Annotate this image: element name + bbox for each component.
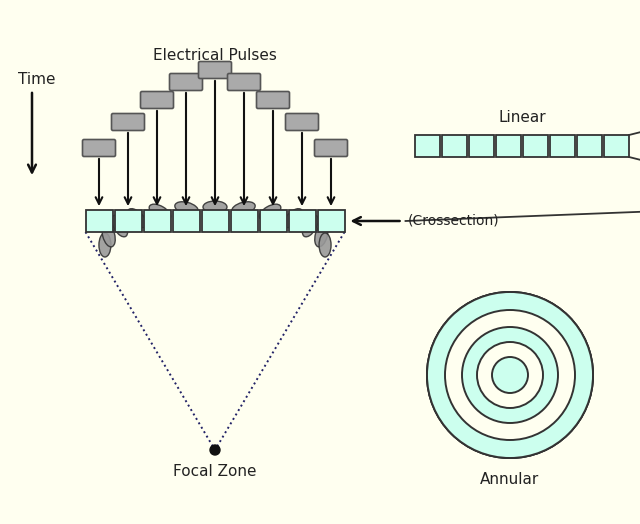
FancyBboxPatch shape	[173, 210, 200, 232]
Ellipse shape	[259, 204, 281, 220]
Text: Annular: Annular	[481, 472, 540, 487]
FancyBboxPatch shape	[198, 61, 232, 79]
FancyBboxPatch shape	[111, 114, 145, 130]
Ellipse shape	[284, 209, 302, 227]
Ellipse shape	[315, 223, 328, 247]
Ellipse shape	[175, 202, 198, 215]
FancyBboxPatch shape	[227, 73, 260, 91]
Circle shape	[427, 292, 593, 458]
Circle shape	[445, 310, 575, 440]
FancyBboxPatch shape	[141, 92, 173, 108]
FancyBboxPatch shape	[442, 135, 467, 157]
Ellipse shape	[112, 215, 127, 237]
FancyBboxPatch shape	[550, 135, 575, 157]
Circle shape	[462, 327, 558, 423]
FancyBboxPatch shape	[170, 73, 202, 91]
FancyBboxPatch shape	[83, 139, 115, 157]
FancyBboxPatch shape	[577, 135, 602, 157]
Circle shape	[427, 292, 593, 458]
FancyBboxPatch shape	[115, 210, 141, 232]
Text: Electrical Pulses: Electrical Pulses	[153, 48, 277, 63]
Circle shape	[445, 310, 575, 440]
FancyBboxPatch shape	[469, 135, 494, 157]
FancyBboxPatch shape	[143, 210, 170, 232]
Ellipse shape	[127, 209, 147, 227]
Ellipse shape	[203, 201, 227, 213]
FancyBboxPatch shape	[317, 210, 344, 232]
Circle shape	[492, 357, 528, 393]
Ellipse shape	[149, 204, 171, 220]
FancyBboxPatch shape	[230, 210, 257, 232]
Circle shape	[210, 445, 220, 455]
FancyBboxPatch shape	[415, 135, 440, 157]
Text: Focal Zone: Focal Zone	[173, 464, 257, 479]
Text: Time: Time	[18, 72, 56, 87]
Ellipse shape	[102, 223, 115, 247]
FancyBboxPatch shape	[604, 135, 629, 157]
Text: Linear: Linear	[498, 110, 546, 125]
Circle shape	[477, 342, 543, 408]
Circle shape	[427, 292, 593, 458]
Ellipse shape	[232, 202, 255, 215]
FancyBboxPatch shape	[86, 210, 113, 232]
FancyBboxPatch shape	[257, 92, 289, 108]
FancyBboxPatch shape	[289, 210, 316, 232]
Circle shape	[477, 342, 543, 408]
FancyBboxPatch shape	[496, 135, 521, 157]
FancyBboxPatch shape	[314, 139, 348, 157]
Ellipse shape	[319, 233, 331, 257]
FancyBboxPatch shape	[259, 210, 287, 232]
FancyBboxPatch shape	[202, 210, 228, 232]
FancyBboxPatch shape	[523, 135, 548, 157]
Ellipse shape	[99, 233, 111, 257]
Circle shape	[462, 327, 558, 423]
FancyBboxPatch shape	[285, 114, 319, 130]
Ellipse shape	[302, 215, 318, 237]
Text: (Crossection): (Crossection)	[408, 214, 499, 228]
